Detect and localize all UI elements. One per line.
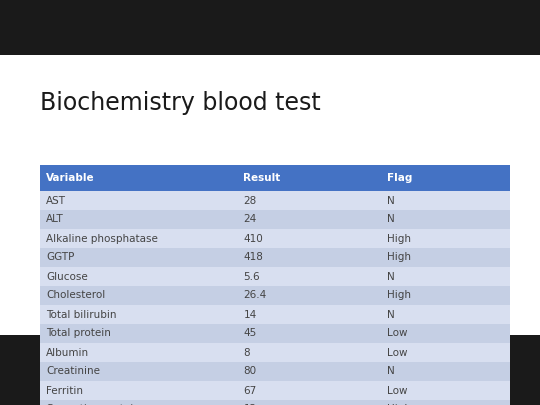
- Text: Total bilirubin: Total bilirubin: [46, 309, 117, 320]
- FancyBboxPatch shape: [40, 229, 238, 248]
- Text: 24: 24: [244, 215, 256, 224]
- FancyBboxPatch shape: [40, 400, 238, 405]
- FancyBboxPatch shape: [40, 343, 238, 362]
- Text: Biochemistry blood test: Biochemistry blood test: [40, 91, 321, 115]
- Text: N: N: [387, 309, 395, 320]
- FancyBboxPatch shape: [381, 381, 510, 400]
- FancyBboxPatch shape: [238, 165, 381, 191]
- FancyBboxPatch shape: [381, 286, 510, 305]
- FancyBboxPatch shape: [238, 400, 381, 405]
- FancyBboxPatch shape: [40, 191, 238, 210]
- Text: Result: Result: [244, 173, 281, 183]
- Text: Alkaline phosphatase: Alkaline phosphatase: [46, 234, 158, 243]
- FancyBboxPatch shape: [238, 248, 381, 267]
- Text: 8: 8: [244, 347, 250, 358]
- Text: High: High: [387, 234, 411, 243]
- FancyBboxPatch shape: [238, 362, 381, 381]
- FancyBboxPatch shape: [40, 381, 238, 400]
- FancyBboxPatch shape: [381, 362, 510, 381]
- Text: Low: Low: [387, 386, 407, 396]
- FancyBboxPatch shape: [238, 210, 381, 229]
- FancyBboxPatch shape: [381, 267, 510, 286]
- Text: Glucose: Glucose: [46, 271, 87, 281]
- FancyBboxPatch shape: [40, 362, 238, 381]
- Text: Low: Low: [387, 328, 407, 339]
- Text: N: N: [387, 367, 395, 377]
- Text: 410: 410: [244, 234, 263, 243]
- FancyBboxPatch shape: [238, 381, 381, 400]
- FancyBboxPatch shape: [238, 229, 381, 248]
- FancyBboxPatch shape: [381, 248, 510, 267]
- FancyBboxPatch shape: [238, 286, 381, 305]
- Text: 14: 14: [244, 309, 256, 320]
- Text: N: N: [387, 271, 395, 281]
- FancyBboxPatch shape: [40, 286, 238, 305]
- FancyBboxPatch shape: [381, 229, 510, 248]
- Text: ALT: ALT: [46, 215, 64, 224]
- FancyBboxPatch shape: [238, 191, 381, 210]
- Text: High: High: [387, 290, 411, 301]
- Text: 67: 67: [244, 386, 256, 396]
- FancyBboxPatch shape: [238, 305, 381, 324]
- Text: 418: 418: [244, 252, 264, 262]
- FancyBboxPatch shape: [238, 324, 381, 343]
- Text: 5.6: 5.6: [244, 271, 260, 281]
- FancyBboxPatch shape: [381, 305, 510, 324]
- Text: N: N: [387, 215, 395, 224]
- Text: Cholesterol: Cholesterol: [46, 290, 105, 301]
- Text: High: High: [387, 252, 411, 262]
- FancyBboxPatch shape: [381, 210, 510, 229]
- Text: Albumin: Albumin: [46, 347, 89, 358]
- Text: Variable: Variable: [46, 173, 94, 183]
- FancyBboxPatch shape: [381, 343, 510, 362]
- FancyBboxPatch shape: [0, 55, 540, 335]
- Text: Low: Low: [387, 347, 407, 358]
- Text: 26.4: 26.4: [244, 290, 267, 301]
- FancyBboxPatch shape: [381, 165, 510, 191]
- FancyBboxPatch shape: [40, 305, 238, 324]
- Text: 45: 45: [244, 328, 256, 339]
- Text: AST: AST: [46, 196, 66, 205]
- Text: N: N: [387, 196, 395, 205]
- FancyBboxPatch shape: [238, 267, 381, 286]
- FancyBboxPatch shape: [40, 248, 238, 267]
- Text: 28: 28: [244, 196, 256, 205]
- Text: Ferritin: Ferritin: [46, 386, 83, 396]
- FancyBboxPatch shape: [381, 191, 510, 210]
- FancyBboxPatch shape: [40, 267, 238, 286]
- Text: Total protein: Total protein: [46, 328, 111, 339]
- FancyBboxPatch shape: [381, 324, 510, 343]
- FancyBboxPatch shape: [381, 400, 510, 405]
- Text: Creatinine: Creatinine: [46, 367, 100, 377]
- FancyBboxPatch shape: [238, 343, 381, 362]
- Text: Flag: Flag: [387, 173, 412, 183]
- FancyBboxPatch shape: [40, 324, 238, 343]
- FancyBboxPatch shape: [40, 165, 238, 191]
- FancyBboxPatch shape: [40, 210, 238, 229]
- Text: 80: 80: [244, 367, 256, 377]
- Text: GGTP: GGTP: [46, 252, 75, 262]
